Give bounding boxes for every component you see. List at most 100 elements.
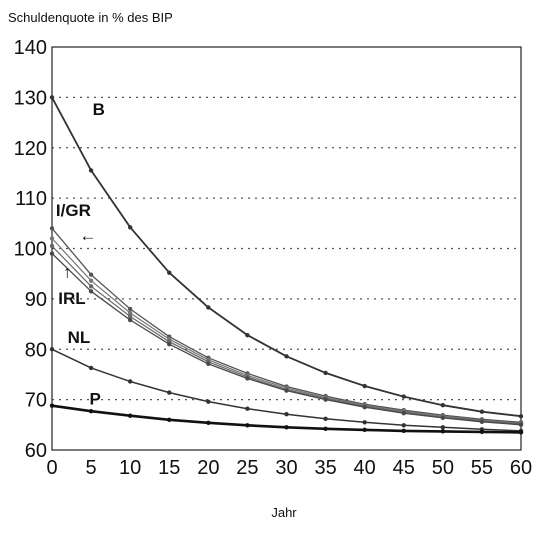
data-point [88,272,94,277]
data-point [49,403,55,408]
gridlines [52,96,521,401]
data-point [206,420,211,425]
data-point [88,365,94,371]
y-tick-label: 110 [15,188,47,210]
data-point [49,226,55,231]
data-point [323,426,328,432]
y-tick-label: 130 [14,87,47,109]
data-point [245,376,250,381]
data-point [167,270,172,275]
data-point [88,284,94,289]
series-line-unnamed-3 [51,245,522,425]
data-point [88,168,94,173]
data-point [88,278,94,283]
data-point [206,361,211,367]
data-point [362,420,367,425]
series-line-b [51,96,522,418]
x-tick-label: 50 [432,457,454,479]
data-point [518,422,524,428]
data-point [284,388,289,393]
series-annotation: B [93,100,105,119]
x-tick-labels: 0 5 10 15 20 25 30 35 40 45 50 55 60 [46,457,532,479]
series-annotation: ↑ [63,263,71,282]
y-tick-label: 90 [25,289,47,311]
series-line-unnamed-2 [51,237,522,424]
data-point [362,427,367,433]
data-point [127,306,133,312]
data-point [479,419,485,424]
x-tick-label: 35 [314,457,336,479]
data-point [362,404,367,410]
data-point [49,236,55,241]
x-tick-label: 25 [236,457,258,479]
series-annotation: IRL [58,289,85,308]
y-tick-label: 60 [25,440,47,462]
x-tick-label: 40 [354,457,376,479]
y-tick-label: 140 [14,37,47,59]
data-point [127,379,133,384]
x-tick-label: 20 [197,457,219,479]
data-point [518,414,524,419]
x-tick-label: 5 [86,457,97,479]
data-point [49,347,55,352]
series-annotation: P [90,390,101,409]
data-point [88,289,94,294]
y-axis-title: Schuldenquote in % des BIP [8,10,173,25]
x-tick-label: 55 [471,457,493,479]
plot-frame [51,46,522,451]
data-point [440,402,446,408]
y-tick-label: 80 [25,339,47,361]
x-tick-label: 10 [119,457,141,479]
data-point [362,383,367,389]
x-tick-label: 60 [510,457,532,479]
data-point [440,425,446,430]
data-point [518,430,524,435]
data-point [167,417,172,422]
data-point [206,305,211,310]
series-line-i-gr [51,227,522,423]
series-annotation: I/GR [56,201,91,220]
data-point [206,399,211,404]
data-point [245,423,250,428]
y-tick-label: 70 [25,390,47,412]
y-tick-labels: 60 70 80 90 100 110 120 130 140 [14,37,47,462]
data-point [479,429,485,435]
series-annotations: B I/GR ← ↑ IRL NL P [56,100,105,409]
x-axis-title: Jahr [271,505,297,520]
data-point [284,354,289,359]
x-tick-label: 15 [158,457,180,479]
data-point [401,394,406,399]
data-point [323,370,328,376]
data-point [127,310,133,316]
data-point [440,429,446,434]
y-tick-label: 100 [14,239,47,261]
data-point [479,409,485,414]
x-tick-label: 30 [275,457,297,479]
data-point [49,95,55,100]
x-tick-label: 0 [46,457,57,479]
data-point [127,317,133,323]
series-lines [49,95,524,435]
data-point [49,243,55,249]
data-point [323,416,328,421]
data-point [323,397,328,402]
data-point [245,406,250,411]
data-point [127,314,133,319]
data-point [245,332,250,338]
x-tick-label: 45 [393,457,415,479]
data-point [127,413,133,418]
data-point [401,428,406,434]
series-annotation: ← [79,226,96,245]
data-point [88,409,94,414]
data-point [284,412,289,417]
data-point [401,411,406,416]
series-annotation: NL [68,328,91,347]
data-point [440,415,446,420]
data-point [401,423,406,428]
data-point [49,251,55,256]
data-point [167,342,172,347]
data-point [127,225,133,230]
data-point [284,425,289,430]
data-point [167,390,172,395]
